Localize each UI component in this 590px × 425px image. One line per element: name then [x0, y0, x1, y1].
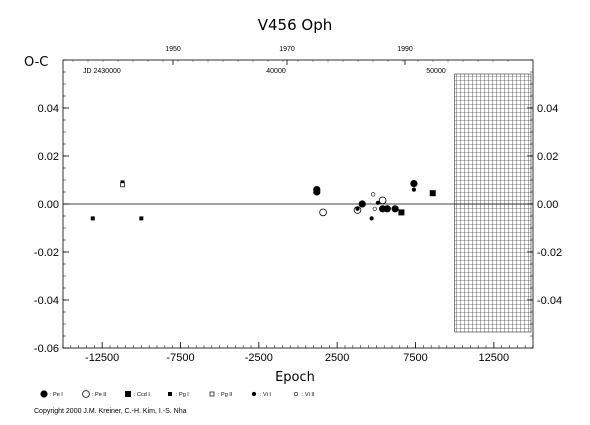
- legend-item: : Ccd I: [125, 391, 150, 398]
- right-y-tick-label: 0.04: [537, 103, 558, 115]
- data-point: [378, 196, 387, 205]
- right-y-tick-label: 0.00: [537, 199, 558, 211]
- legend-marker: [293, 391, 299, 397]
- legend-label: : Ccd I: [134, 392, 150, 398]
- data-point: [120, 180, 125, 185]
- data-point: [139, 216, 144, 221]
- data-point: [372, 206, 377, 211]
- data-point: [358, 200, 366, 208]
- right-y-tick-label: -0.02: [537, 247, 562, 259]
- jd-tick-label: 40000: [266, 68, 286, 75]
- legend-marker: [82, 390, 90, 398]
- right-y-tick-label: 0.02: [537, 151, 558, 163]
- legend-label: : Vi II: [302, 392, 315, 398]
- plot-area: -12500 -7500 -2500 2500 7500 12500 0.04 0.02 0.0…: [34, 46, 562, 364]
- data-point: [391, 205, 399, 213]
- right-y-tick-label: -0.04: [537, 295, 562, 307]
- y-tick-label: -0.06: [34, 343, 59, 355]
- y-tick-label: -0.04: [34, 295, 59, 307]
- data-point: [90, 216, 95, 221]
- jd-tick-label: JD 2430000: [83, 68, 121, 75]
- hatched-region: [454, 73, 532, 333]
- data-point: [319, 208, 327, 217]
- year-tick-label: 1970: [279, 46, 295, 53]
- legend-label: : Pg I: [176, 392, 189, 398]
- x-tick-label: -7500: [166, 352, 194, 364]
- data-point: [313, 188, 321, 196]
- data-point: [369, 216, 374, 221]
- y-tick-label: 0.02: [38, 151, 59, 163]
- y-axis-label: O-C: [24, 55, 48, 70]
- legend-marker: [40, 390, 48, 398]
- legend-item: : Vi II: [293, 391, 315, 398]
- y-tick-label: 0.04: [38, 103, 59, 115]
- data-point: [398, 209, 405, 216]
- data-point: [411, 187, 417, 192]
- legend-label: : Pg II: [218, 392, 233, 398]
- legend: : Pe I : Pe II : Ccd I : Pg I : Pg II : Vi I:…: [40, 390, 315, 398]
- data-point: [429, 190, 436, 197]
- legend-label: : Vi I: [260, 392, 271, 398]
- y-tick-label: 0.00: [38, 199, 59, 211]
- x-tick-label: 12500: [479, 352, 510, 364]
- x-tick-label: 7500: [403, 352, 427, 364]
- legend-marker: [125, 391, 131, 397]
- legend-item: : Pe I: [40, 390, 63, 398]
- x-tick-label: -2500: [245, 352, 273, 364]
- data-point: [355, 206, 360, 211]
- legend-label: : Pe II: [92, 392, 107, 398]
- data-point: [371, 192, 376, 197]
- legend-marker: [251, 391, 257, 397]
- legend-marker: [209, 391, 215, 397]
- chart-title: V456 Oph: [258, 16, 333, 34]
- legend-item: : Vi I: [251, 391, 271, 398]
- y-tick-label: -0.02: [34, 247, 59, 259]
- legend-item: : Pg I: [168, 392, 189, 398]
- data-point: [375, 200, 380, 205]
- jd-tick-label: 50000: [426, 68, 446, 75]
- x-tick-label: 2500: [325, 352, 349, 364]
- legend-item: : Pe II: [82, 390, 107, 398]
- legend-marker: [168, 392, 172, 396]
- x-axis-label: Epoch: [275, 370, 315, 385]
- year-tick-label: 1950: [165, 46, 181, 53]
- year-tick-label: 1990: [397, 46, 413, 53]
- data-point: [120, 182, 125, 188]
- x-tick-label: -12500: [85, 352, 119, 364]
- legend-label: : Pe I: [50, 392, 63, 398]
- copyright-text: Copyright 2000 J.M. Kreiner, C.-H. Kim, …: [34, 408, 187, 415]
- data-point: [410, 180, 418, 188]
- legend-item: : Pg II: [209, 391, 233, 398]
- data-point: [383, 205, 391, 213]
